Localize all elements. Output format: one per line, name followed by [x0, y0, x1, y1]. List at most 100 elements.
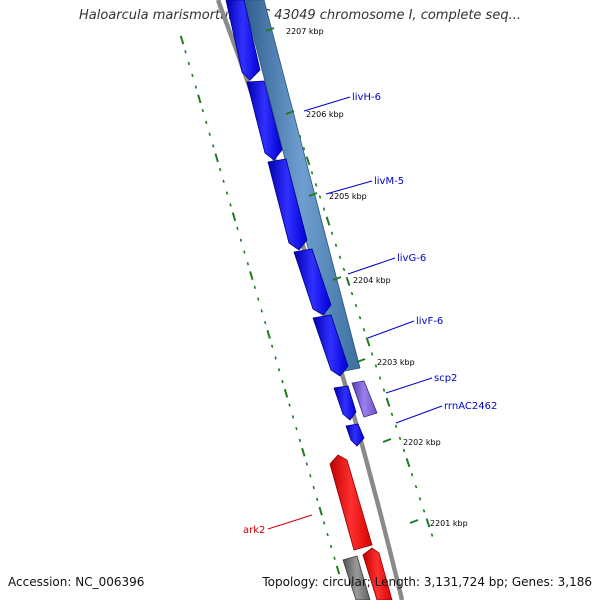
gc-skew-mark: [422, 509, 426, 513]
gc-skew-mark: [288, 403, 291, 407]
map-title: Haloarcula marismortui ATCC 43049 chromo…: [79, 8, 521, 23]
gc-skew-mark: [354, 303, 358, 308]
topology-info: Topology: circular; Length: 3,131,724 bp…: [262, 575, 592, 589]
gene-label-ark2[interactable]: ark2: [243, 525, 265, 536]
gc-skew-mark: [365, 337, 371, 347]
gene-arrow-red-2[interactable]: [362, 547, 393, 600]
gc-skew-mark: [305, 462, 308, 466]
gc-skew-mark: [312, 485, 315, 490]
gene-leader-line: [385, 377, 433, 394]
gc-skew-mark: [374, 364, 378, 368]
gc-skew-mark: [414, 485, 418, 489]
gc-skew-mark: [191, 73, 194, 77]
gc-skew-mark: [430, 533, 434, 537]
gc-skew-mark: [246, 262, 250, 266]
gc-skew-mark: [283, 388, 289, 398]
gc-skew-mark: [329, 544, 333, 549]
gc-skew-mark: [382, 388, 386, 392]
gene-arrow-livJ[interactable]: [225, 0, 261, 81]
gc-skew-mark: [239, 238, 243, 242]
gc-skew-mark: [218, 167, 222, 172]
gc-skew-mark: [338, 255, 342, 260]
gc-skew-mark: [179, 35, 185, 45]
gc-skew-mark: [310, 171, 314, 175]
gc-skew-mark: [229, 203, 232, 207]
gene-arrow-scp2[interactable]: [333, 385, 357, 421]
gc-skew-mark: [184, 50, 187, 54]
gene-arrow-livF-6[interactable]: [312, 314, 349, 377]
gc-skew-mark: [410, 472, 414, 477]
gc-skew-mark: [260, 309, 263, 313]
gc-skew-mark: [425, 518, 431, 528]
gene-arrow-livM-5[interactable]: [267, 158, 308, 251]
gc-skew-mark: [314, 183, 318, 187]
gc-skew-mark: [370, 352, 374, 356]
kbp-tick-mark: [332, 276, 342, 281]
kbp-tick-mark: [409, 519, 419, 524]
gc-skew-mark: [394, 424, 398, 429]
gc-skew-mark: [330, 231, 334, 235]
kbp-ticks: 2207 kbp 2206 kbp 2205 kbp 2204 kbp 2203 kbp…: [265, 27, 468, 528]
gene-arrow-ark2[interactable]: [329, 454, 373, 551]
gene-label-scp2[interactable]: scp2: [434, 373, 457, 384]
gc-skew-mark: [325, 216, 331, 226]
gc-skew-mark: [322, 207, 326, 211]
reverse-strand-track: [329, 454, 393, 600]
gene-label-rrnAC2462[interactable]: rrnAC2462: [444, 401, 497, 412]
forward-strand-track: [225, 0, 365, 447]
kbp-tick-mark: [356, 358, 366, 363]
gc-skew-mark: [197, 94, 202, 104]
gc-skew-mark: [281, 379, 284, 384]
gc-skew-mark: [243, 250, 246, 254]
kbp-tick-label: 2206 kbp: [306, 110, 344, 119]
gc-skew-mark: [225, 191, 229, 195]
gene-label-livM-5[interactable]: livM-5: [374, 176, 404, 187]
gene-label-livF-6[interactable]: livF-6: [416, 316, 443, 327]
gc-skew-mark: [249, 271, 254, 280]
gc-skew-mark: [350, 291, 354, 296]
gene-label-livH-6[interactable]: livH-6: [352, 92, 381, 103]
gc-skew-mark: [390, 412, 394, 416]
gc-skew-mark: [257, 297, 260, 301]
gc-skew-mark: [291, 415, 295, 419]
gene-arrow-livG-6[interactable]: [293, 248, 332, 316]
gene-arrow-gray[interactable]: [342, 555, 371, 600]
gc-skew-mark: [231, 212, 237, 222]
kbp-tick-label: 2203 kbp: [377, 358, 415, 367]
gc-skew-mark: [266, 330, 271, 339]
gc-skew-mark: [398, 436, 402, 441]
gc-skew-mark: [277, 368, 281, 372]
gene-leader-line: [347, 257, 396, 275]
gc-skew-mark: [205, 120, 208, 125]
kbp-tick-label: 2205 kbp: [329, 192, 367, 201]
gc-skew-mark: [309, 474, 312, 478]
gc-skew-mark: [187, 61, 191, 66]
gc-skew-mark: [208, 132, 211, 136]
gene-leader-line: [303, 96, 351, 112]
gc-skew-mark: [295, 427, 298, 431]
misc-feature-scp2[interactable]: [351, 380, 378, 418]
gc-skew-mark: [264, 321, 267, 325]
gene-leader-line: [367, 320, 415, 339]
gc-skew-mark: [301, 447, 306, 457]
gc-skew-mark: [326, 533, 329, 537]
gc-skew-mark: [405, 458, 411, 468]
gc-skew-mark: [322, 521, 326, 525]
gene-arrow-livH-6[interactable]: [246, 80, 283, 161]
gc-skew-mark: [385, 397, 391, 407]
gc-skew-mark: [222, 179, 225, 183]
gc-skew-mark: [335, 565, 341, 575]
accession-label: Accession: NC_006396: [8, 575, 145, 589]
kbp-tick-label: 2201 kbp: [430, 519, 468, 528]
kbp-tick-mark: [285, 110, 295, 115]
kbp-tick-mark: [382, 438, 392, 443]
gc-skew-mark: [305, 156, 311, 166]
gc-skew-mark: [302, 146, 306, 151]
gene-label-livG-6[interactable]: livG-6: [397, 253, 426, 264]
gene-arrow-rrnAC2462[interactable]: [345, 423, 365, 447]
kbp-tick-label: 2204 kbp: [353, 276, 391, 285]
gene-labels: livH-6 livM-5 livG-6 livF-6 scp2 rrnAC2462 ark…: [243, 92, 497, 536]
gc-skew-track-inner: [179, 35, 341, 575]
